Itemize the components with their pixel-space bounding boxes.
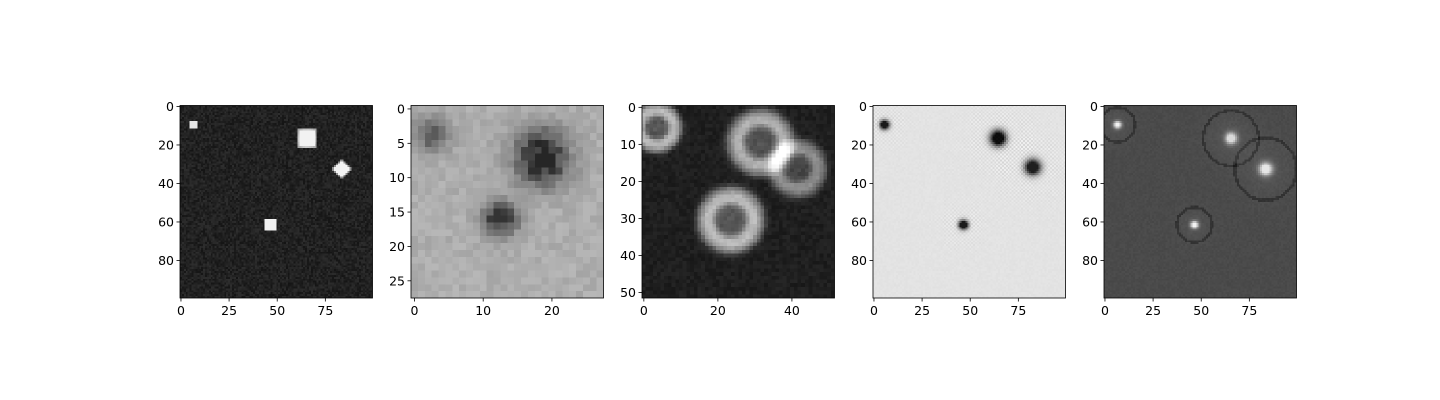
y-tick-label: 60 xyxy=(1082,214,1098,229)
x-tick-label: 50 xyxy=(269,303,285,318)
axes-frame xyxy=(1103,105,1297,299)
axes-frame xyxy=(872,105,1066,299)
y-tick-label: 20 xyxy=(1082,137,1098,152)
y-tick-label: 60 xyxy=(851,214,867,229)
y-tick-label: 10 xyxy=(620,137,636,152)
x-tick-label: 10 xyxy=(475,303,491,318)
image-panel-1: 0 25 50 75 0 20 40 60 80 xyxy=(158,99,373,318)
axes-frame xyxy=(641,105,835,299)
y-tick-label: 0 xyxy=(166,99,174,114)
x-tick-label: 50 xyxy=(1193,303,1209,318)
image-panel-2: 0 10 20 0 5 10 15 20 25 xyxy=(389,101,604,318)
y-tick-label: 20 xyxy=(620,174,636,189)
x-tick-label: 25 xyxy=(221,303,237,318)
x-tick-label: 0 xyxy=(1101,303,1109,318)
x-tick-label: 0 xyxy=(410,303,418,318)
x-tick-label: 75 xyxy=(317,303,333,318)
y-tick-label: 0 xyxy=(628,100,636,115)
y-tick-label: 5 xyxy=(397,136,405,151)
axes-frame xyxy=(179,105,373,299)
x-tick-label: 0 xyxy=(640,303,648,318)
y-tick-label: 60 xyxy=(158,214,174,229)
y-tick-label: 0 xyxy=(1090,99,1098,114)
heatmap-image xyxy=(411,105,604,298)
image-panel-5: 0 25 50 75 0 20 40 60 80 xyxy=(1082,99,1297,318)
y-tick-label: 20 xyxy=(389,239,405,254)
y-tick-label: 80 xyxy=(1082,253,1098,268)
x-tick-label: 20 xyxy=(710,303,726,318)
heatmap-image xyxy=(873,105,1066,298)
y-tick-label: 80 xyxy=(851,253,867,268)
x-tick-label: 20 xyxy=(544,303,560,318)
y-tick-label: 80 xyxy=(158,253,174,268)
heatmap-image xyxy=(642,105,835,298)
heatmap-image xyxy=(180,105,373,298)
y-tick-label: 40 xyxy=(620,248,636,263)
y-tick-label: 0 xyxy=(397,101,405,116)
x-tick-label: 75 xyxy=(1010,303,1026,318)
x-tick-label: 25 xyxy=(1145,303,1161,318)
x-tick-label: 0 xyxy=(177,303,185,318)
x-tick-label: 40 xyxy=(784,303,800,318)
axes-frame xyxy=(410,105,604,299)
image-panel-3: 0 20 40 0 10 20 30 40 50 xyxy=(620,100,835,318)
y-tick-label: 40 xyxy=(851,176,867,191)
y-tick-label: 10 xyxy=(389,170,405,185)
y-tick-label: 50 xyxy=(620,285,636,300)
y-tick-label: 20 xyxy=(851,137,867,152)
y-tick-label: 0 xyxy=(859,99,867,114)
y-tick-label: 20 xyxy=(158,137,174,152)
heatmap-image xyxy=(1104,105,1297,298)
y-tick-label: 15 xyxy=(389,205,405,220)
y-tick-label: 25 xyxy=(389,273,405,288)
x-tick-label: 75 xyxy=(1241,303,1257,318)
y-tick-label: 40 xyxy=(158,176,174,191)
x-tick-label: 0 xyxy=(870,303,878,318)
x-tick-label: 25 xyxy=(914,303,930,318)
y-tick-label: 40 xyxy=(1082,176,1098,191)
image-panel-4: 0 25 50 75 0 20 40 60 80 xyxy=(851,99,1066,318)
y-tick-label: 30 xyxy=(620,211,636,226)
x-tick-label: 50 xyxy=(962,303,978,318)
